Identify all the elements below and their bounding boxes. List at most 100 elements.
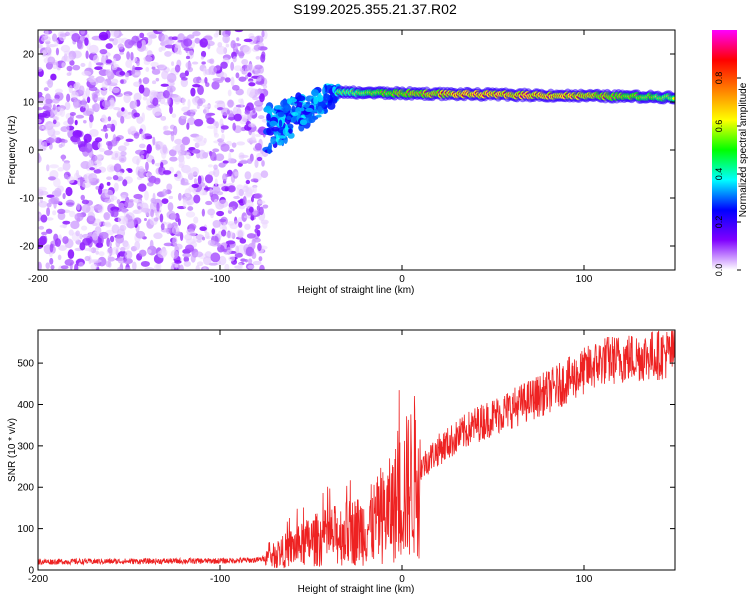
spectrogram-cell [299, 119, 308, 126]
spectrogram-cell [174, 260, 182, 264]
spectrogram-cell [199, 38, 209, 48]
spectrogram-cell [133, 112, 140, 118]
spectrogram-cell [81, 180, 92, 189]
spectrogram-cell [171, 226, 180, 235]
spectrogram-cell [275, 134, 279, 143]
spectrogram-cell [81, 233, 91, 239]
spectrogram-cell [97, 141, 103, 149]
spectrogram-cell [196, 105, 200, 109]
spectrogram-cell [201, 61, 206, 65]
spectrogram-cell [277, 135, 286, 139]
spectrogram-cell [38, 200, 48, 208]
spectrogram-cell [94, 137, 103, 143]
spectrogram-cell [146, 182, 154, 187]
spectrogram-cell [213, 198, 219, 206]
spectrogram-cell [213, 164, 218, 170]
spectrogram-cell [121, 107, 125, 112]
spectrogram-cell [205, 200, 213, 206]
spectrogram-cell [252, 260, 262, 266]
spectrogram-cell [172, 95, 182, 103]
spectrogram-cell [109, 235, 115, 243]
spectrogram-cell [120, 150, 127, 157]
spectrogram-noise-region [38, 30, 269, 270]
spectrogram-cell [46, 43, 50, 54]
spectrogram-cell [52, 210, 57, 216]
spectrogram-cell [156, 202, 160, 212]
spectrogram-cell [224, 263, 230, 270]
spectrogram-cell [218, 255, 227, 266]
spectrogram-cell [79, 176, 84, 187]
spectrogram-cell [135, 230, 146, 239]
spectrogram-cell [115, 171, 124, 177]
spectrogram-image [38, 30, 675, 270]
spectrogram-cell [174, 64, 181, 73]
spectrogram-cell [246, 102, 254, 111]
spectrogram-cell [180, 182, 190, 186]
snr-y-label: SNR (10 * v/v) [7, 418, 18, 482]
spectrogram-cell [253, 44, 261, 51]
spectrogram-cell [191, 61, 199, 65]
spectrogram-cell [139, 32, 145, 39]
spectrogram-cell [45, 137, 55, 144]
spectrogram-cell [93, 218, 102, 227]
spectrogram-cell [162, 89, 171, 99]
spectrogram-cell [183, 38, 193, 47]
spectrogram-cell [81, 204, 91, 213]
spectrogram-cell [250, 196, 254, 203]
spectrogram-cell [45, 228, 53, 234]
spectrogram-cell [88, 159, 94, 167]
spectrogram-cell [68, 210, 76, 218]
spectrogram-cell [161, 198, 169, 204]
spectrogram-cell [40, 35, 51, 43]
spectrogram-cell [49, 164, 59, 169]
spectrogram-cell [196, 239, 202, 243]
spectrogram-cell [308, 115, 316, 124]
spectrogram-cell [57, 208, 66, 214]
spectrogram-cell [187, 117, 196, 126]
spectrogram-cell [316, 94, 324, 103]
spectrogram-cell [60, 265, 69, 270]
spectrogram-cell [212, 219, 221, 228]
spectrogram-cell [123, 93, 131, 104]
spectrogram-cell [50, 110, 54, 117]
spectrogram-cell [138, 84, 145, 94]
spectrogram-cell [82, 237, 92, 246]
spectrogram-cell [170, 249, 179, 259]
spectrogram-cell [220, 125, 229, 130]
spectrogram-cell [80, 161, 91, 169]
spectrogram-cell [123, 258, 133, 265]
spectrogram-cell [233, 195, 241, 200]
spectrogram-cell [190, 113, 194, 119]
spectrogram-cell [46, 164, 50, 172]
spectrogram-cell [153, 217, 159, 222]
spectrogram-cell [264, 105, 272, 112]
spectrogram-cell [187, 206, 194, 211]
spectrogram-cell [244, 259, 248, 263]
spectrogram-cell [259, 93, 265, 103]
spectrogram-cell [174, 243, 183, 250]
spectrogram-cell [96, 178, 100, 184]
spectrogram-cell [199, 226, 207, 232]
spectrogram-cell [186, 170, 191, 176]
spectrogram-cell [79, 233, 83, 240]
spectrogram-cell [255, 224, 261, 230]
spectrogram-cell [74, 212, 84, 222]
spectrogram-tone-line [333, 85, 675, 105]
spectrogram-cell [232, 56, 237, 63]
spectrogram-cell [158, 166, 163, 173]
spectrogram-cell [262, 84, 268, 89]
x-tick-label: -100 [210, 574, 230, 585]
spectrogram-cell [150, 61, 159, 67]
spectrogram-cell [298, 123, 305, 132]
spectrogram-cell [113, 182, 119, 192]
spectrogram-cell [144, 190, 149, 201]
spectrogram-cell [179, 143, 186, 152]
spectrogram-cell [79, 85, 85, 95]
spectrogram-cell [190, 87, 196, 97]
spectrogram-cell [238, 205, 246, 210]
spectrogram-cell [195, 264, 200, 270]
spectrogram-cell [169, 156, 178, 162]
spectrogram-cell [216, 210, 225, 217]
spectrogram-cell [133, 217, 142, 225]
